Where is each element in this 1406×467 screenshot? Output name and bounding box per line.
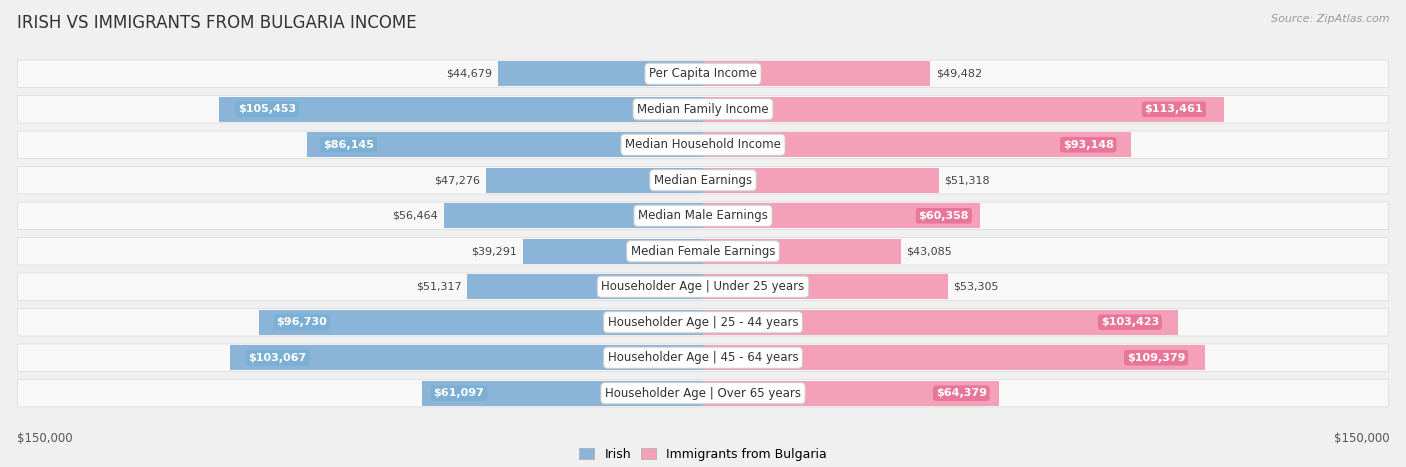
FancyBboxPatch shape — [17, 344, 1389, 371]
Text: $86,145: $86,145 — [323, 140, 374, 150]
FancyBboxPatch shape — [467, 274, 703, 299]
Text: $96,730: $96,730 — [277, 317, 328, 327]
Text: $150,000: $150,000 — [1333, 432, 1389, 446]
Text: $49,482: $49,482 — [936, 69, 981, 79]
Text: $103,423: $103,423 — [1101, 317, 1159, 327]
FancyBboxPatch shape — [703, 239, 901, 264]
Text: Householder Age | 25 - 44 years: Householder Age | 25 - 44 years — [607, 316, 799, 329]
FancyBboxPatch shape — [229, 345, 703, 370]
FancyBboxPatch shape — [703, 381, 998, 406]
Text: $51,317: $51,317 — [416, 282, 461, 292]
Text: Householder Age | 45 - 64 years: Householder Age | 45 - 64 years — [607, 351, 799, 364]
FancyBboxPatch shape — [17, 238, 1389, 265]
FancyBboxPatch shape — [498, 61, 703, 86]
FancyBboxPatch shape — [17, 202, 1389, 229]
FancyBboxPatch shape — [17, 309, 1389, 336]
Text: Householder Age | Under 25 years: Householder Age | Under 25 years — [602, 280, 804, 293]
FancyBboxPatch shape — [703, 61, 931, 86]
Text: $150,000: $150,000 — [17, 432, 73, 446]
FancyBboxPatch shape — [444, 203, 703, 228]
Text: $43,085: $43,085 — [907, 246, 952, 256]
Text: $61,097: $61,097 — [433, 388, 485, 398]
Text: $109,379: $109,379 — [1126, 353, 1185, 363]
FancyBboxPatch shape — [17, 60, 1389, 87]
FancyBboxPatch shape — [703, 345, 1205, 370]
FancyBboxPatch shape — [308, 132, 703, 157]
Text: Median Household Income: Median Household Income — [626, 138, 780, 151]
FancyBboxPatch shape — [703, 310, 1178, 335]
FancyBboxPatch shape — [219, 97, 703, 122]
Text: Median Family Income: Median Family Income — [637, 103, 769, 116]
Text: $53,305: $53,305 — [953, 282, 998, 292]
Text: Per Capita Income: Per Capita Income — [650, 67, 756, 80]
Text: Median Female Earnings: Median Female Earnings — [631, 245, 775, 258]
FancyBboxPatch shape — [17, 131, 1389, 158]
Text: $105,453: $105,453 — [238, 104, 297, 114]
Legend: Irish, Immigrants from Bulgaria: Irish, Immigrants from Bulgaria — [579, 448, 827, 461]
FancyBboxPatch shape — [486, 168, 703, 193]
Text: $39,291: $39,291 — [471, 246, 517, 256]
Text: $64,379: $64,379 — [936, 388, 987, 398]
FancyBboxPatch shape — [17, 96, 1389, 123]
Text: Median Male Earnings: Median Male Earnings — [638, 209, 768, 222]
Text: Median Earnings: Median Earnings — [654, 174, 752, 187]
Text: Source: ZipAtlas.com: Source: ZipAtlas.com — [1271, 14, 1389, 24]
FancyBboxPatch shape — [523, 239, 703, 264]
Text: $47,276: $47,276 — [434, 175, 481, 185]
FancyBboxPatch shape — [17, 380, 1389, 407]
FancyBboxPatch shape — [17, 273, 1389, 300]
Text: $56,464: $56,464 — [392, 211, 439, 221]
FancyBboxPatch shape — [703, 274, 948, 299]
FancyBboxPatch shape — [703, 168, 939, 193]
Text: $60,358: $60,358 — [918, 211, 969, 221]
Text: $113,461: $113,461 — [1144, 104, 1204, 114]
FancyBboxPatch shape — [703, 97, 1225, 122]
Text: $51,318: $51,318 — [945, 175, 990, 185]
FancyBboxPatch shape — [422, 381, 703, 406]
Text: $103,067: $103,067 — [249, 353, 307, 363]
FancyBboxPatch shape — [703, 203, 980, 228]
FancyBboxPatch shape — [703, 132, 1130, 157]
FancyBboxPatch shape — [259, 310, 703, 335]
FancyBboxPatch shape — [17, 167, 1389, 194]
Text: $44,679: $44,679 — [446, 69, 492, 79]
Text: Householder Age | Over 65 years: Householder Age | Over 65 years — [605, 387, 801, 400]
Text: IRISH VS IMMIGRANTS FROM BULGARIA INCOME: IRISH VS IMMIGRANTS FROM BULGARIA INCOME — [17, 14, 416, 32]
Text: $93,148: $93,148 — [1063, 140, 1114, 150]
